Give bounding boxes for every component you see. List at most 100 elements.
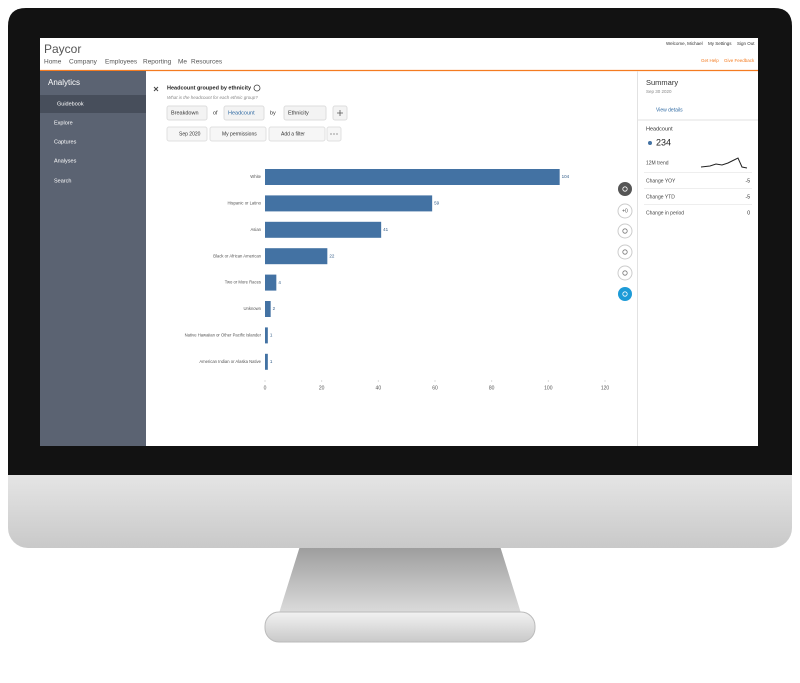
sidebar-item[interactable]: Explore	[54, 120, 73, 126]
bar[interactable]	[265, 248, 328, 265]
bar[interactable]	[265, 169, 560, 185]
filter-pill[interactable]	[166, 126, 208, 142]
help-link[interactable]: Get Help	[701, 58, 719, 63]
query-subtitle: What is the headcount for each ethnic gr…	[167, 95, 258, 100]
summary-row-label: Change YTD	[646, 194, 675, 200]
close-icon[interactable]	[153, 86, 159, 92]
summary-row-label: Change in period	[646, 210, 684, 216]
summary-metric: Headcount	[646, 126, 673, 132]
data-label: 104	[562, 174, 570, 179]
filter-label[interactable]: My permissions	[222, 131, 257, 137]
bar[interactable]	[265, 274, 277, 291]
query-pill[interactable]	[223, 105, 265, 121]
y-tick-label: White	[250, 174, 261, 179]
nav-item[interactable]: Me	[178, 59, 187, 66]
more-dot	[333, 133, 335, 135]
y-tick-label: Unknown	[244, 306, 262, 311]
sidebar-item[interactable]: Captures	[54, 139, 77, 145]
sidebar-item[interactable]: Analyses	[54, 158, 77, 164]
query-title: Headcount grouped by ethnicity	[167, 85, 252, 91]
data-label: 1	[270, 359, 273, 364]
x-tick-label: 40	[376, 385, 382, 391]
tool-button[interactable]	[618, 287, 632, 301]
tool-button[interactable]	[617, 203, 633, 219]
y-tick-label: Black or African American	[213, 253, 261, 258]
tool-glyph	[622, 270, 628, 276]
sidebar	[40, 71, 146, 446]
query-token[interactable]: Headcount	[228, 110, 255, 116]
tool-glyph	[622, 186, 628, 192]
nav-item[interactable]: Reporting	[143, 59, 172, 66]
nav-item[interactable]: Resources	[191, 59, 223, 66]
nav-item[interactable]: Employees	[105, 59, 138, 66]
user-link[interactable]: Sign Out	[737, 41, 755, 46]
sidebar-active	[40, 95, 146, 113]
info-icon[interactable]	[253, 84, 261, 92]
nav-item[interactable]: Company	[69, 59, 98, 66]
filter-pill[interactable]	[268, 126, 326, 142]
sidebar-item[interactable]: Guidebook	[57, 101, 84, 107]
data-label: 41	[383, 227, 389, 232]
x-tick-label: 60	[432, 385, 438, 391]
y-tick-label: Asian	[251, 227, 262, 232]
summary-title: Summary	[646, 78, 678, 87]
query-pill[interactable]	[166, 105, 208, 121]
summary-link[interactable]: View details	[656, 107, 683, 113]
query-token: by	[270, 110, 276, 116]
x-tick-label: 120	[601, 385, 610, 391]
x-tick-label: 100	[544, 385, 553, 391]
bar[interactable]	[265, 353, 268, 370]
query-token[interactable]: Breakdown	[171, 110, 199, 116]
data-label: 4	[278, 280, 281, 285]
user-link[interactable]: Welcome, Michael	[666, 41, 703, 46]
summary-date: Sep 30 2020	[646, 89, 672, 94]
y-tick-label: American Indian or Alaska Native	[199, 359, 261, 364]
query-token: of	[213, 110, 218, 116]
x-tick-label: 80	[489, 385, 495, 391]
bar[interactable]	[265, 195, 433, 212]
stand-neck	[278, 546, 522, 624]
tool-button[interactable]	[618, 182, 632, 196]
more-dot	[336, 133, 338, 135]
screen	[40, 38, 758, 446]
tool-glyph	[622, 249, 628, 255]
x-tick-label: 0	[264, 385, 267, 391]
sidebar-title: Analytics	[48, 78, 80, 87]
tool-button[interactable]	[617, 265, 633, 281]
sidebar-item[interactable]: Search	[54, 178, 71, 184]
summary-row-value: 0	[747, 210, 750, 216]
summary-row-label: Change YOY	[646, 178, 676, 184]
tool-glyph	[622, 228, 628, 234]
filter-pill[interactable]	[209, 126, 267, 142]
tool-glyph	[622, 291, 628, 297]
tool-button[interactable]	[617, 244, 633, 260]
more-dot	[330, 133, 332, 135]
help-link[interactable]: Give Feedback	[724, 58, 755, 63]
y-tick-label: Native Hawaiian or Other Pacific Islande…	[185, 333, 262, 338]
logo[interactable]: Paycor	[44, 42, 81, 56]
tool-button[interactable]	[617, 223, 633, 239]
summary-row-value: -5	[746, 178, 751, 184]
data-label: 2	[273, 306, 276, 311]
query-token[interactable]: Ethnicity	[288, 110, 309, 116]
trend-label: 12M trend	[646, 160, 669, 166]
filter-label[interactable]: Add a filter	[281, 131, 305, 137]
user-link[interactable]: My Settings	[708, 41, 732, 46]
stand-base	[264, 611, 536, 643]
y-tick-label: Hispanic or Latino	[227, 201, 261, 206]
bar[interactable]	[265, 327, 268, 344]
filter-label[interactable]: Sep 2020	[179, 131, 201, 137]
data-label: 1	[270, 333, 273, 338]
tool-label[interactable]: +0	[622, 208, 628, 214]
plus-icon	[337, 110, 343, 116]
y-tick-label: Two or More Races	[225, 280, 261, 285]
nav-item[interactable]: Home	[44, 59, 62, 66]
summary-total: 234	[656, 137, 671, 147]
bar[interactable]	[265, 221, 382, 238]
bar[interactable]	[265, 301, 271, 317]
sparkline	[700, 157, 748, 169]
query-pill[interactable]	[283, 105, 327, 121]
data-label: 59	[434, 201, 440, 206]
data-label: 22	[329, 253, 335, 258]
